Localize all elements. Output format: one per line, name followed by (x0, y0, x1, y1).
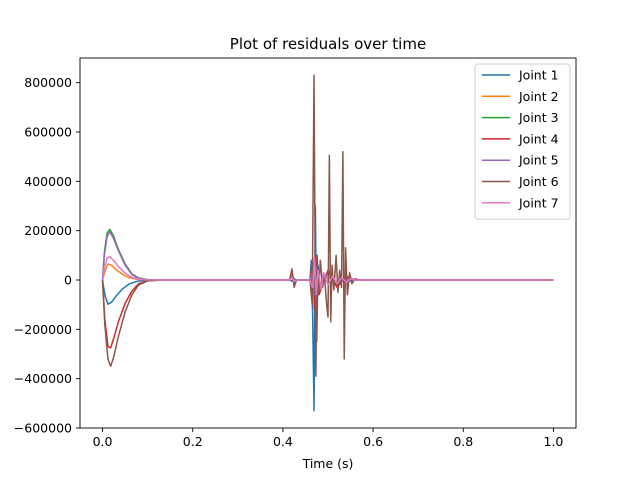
legend-label: Joint 4 (518, 131, 559, 146)
y-tick-label: 400000 (24, 174, 72, 189)
legend-label: Joint 6 (518, 174, 559, 189)
chart-title: Plot of residuals over time (230, 35, 426, 53)
legend-label: Joint 1 (518, 68, 559, 83)
x-tick-label: 0.8 (453, 434, 473, 449)
y-tick-label: 0 (64, 273, 72, 288)
plot-area-frame (79, 57, 577, 429)
x-axis-label: Time (s) (302, 456, 354, 471)
legend-label: Joint 2 (518, 89, 559, 104)
y-tick-label: 200000 (24, 223, 72, 238)
y-axis: −600000 −400000 −200000 0 200000 400000 600000… (14, 75, 80, 436)
series-layer (101, 74, 554, 412)
y-tick-label: −200000 (14, 322, 72, 337)
series-line-joint-7 (101, 255, 554, 296)
legend: Joint 1 Joint 2 Joint 3 Joint 4 Joint 5 Joint… (474, 63, 571, 220)
legend-label: Joint 7 (518, 195, 559, 210)
y-tick-label: −600000 (14, 421, 72, 436)
x-tick-label: 1.0 (544, 434, 564, 449)
legend-label: Joint 5 (518, 153, 559, 168)
series-line-joint-6 (101, 74, 554, 377)
x-tick-label: 0.0 (93, 434, 113, 449)
x-tick-label: 0.4 (273, 434, 293, 449)
y-tick-label: 800000 (24, 75, 72, 90)
legend-label: Joint 3 (518, 110, 559, 125)
x-axis: 0.0 0.2 0.4 0.6 0.8 1.0 (93, 428, 564, 449)
y-tick-label: 600000 (24, 125, 72, 140)
x-tick-label: 0.6 (363, 434, 383, 449)
y-tick-label: −400000 (14, 371, 72, 386)
legend-frame (474, 63, 571, 220)
x-tick-label: 0.2 (183, 434, 203, 449)
